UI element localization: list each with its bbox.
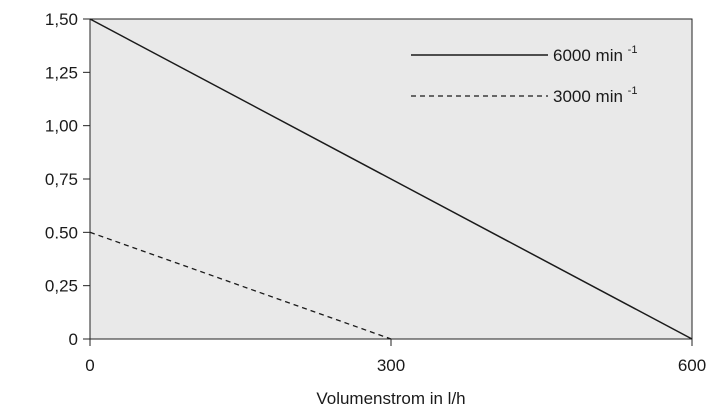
y-tick-label: 0,75	[45, 170, 78, 189]
y-axis: 0 0,25 0.50 0,75 1,00 1,25 1,50	[45, 10, 90, 349]
y-tick-label: 1,25	[45, 63, 78, 82]
legend-label-1: 6000 min -1	[553, 44, 637, 65]
series-line-1	[89, 18, 693, 340]
x-tick-label: 0	[85, 356, 94, 375]
y-tick-label: 0,25	[45, 277, 78, 296]
x-tick-label: 300	[377, 356, 405, 375]
series-layer	[89, 18, 693, 340]
legend-label-2: 3000 min -1	[553, 85, 637, 106]
legend: 6000 min -1 3000 min -1	[411, 44, 637, 106]
x-tick-label: 600	[678, 356, 706, 375]
y-tick-label: 0.50	[45, 223, 78, 242]
y-tick-label: 1,50	[45, 10, 78, 29]
x-axis: 0 300 600	[85, 339, 706, 375]
legend-label-superscript: -1	[628, 85, 638, 97]
y-tick-label: 1,00	[45, 117, 78, 136]
x-axis-title: Volumenstrom in l/h	[316, 389, 465, 408]
legend-label-superscript: -1	[628, 44, 638, 56]
y-tick-label: 0	[69, 330, 78, 349]
